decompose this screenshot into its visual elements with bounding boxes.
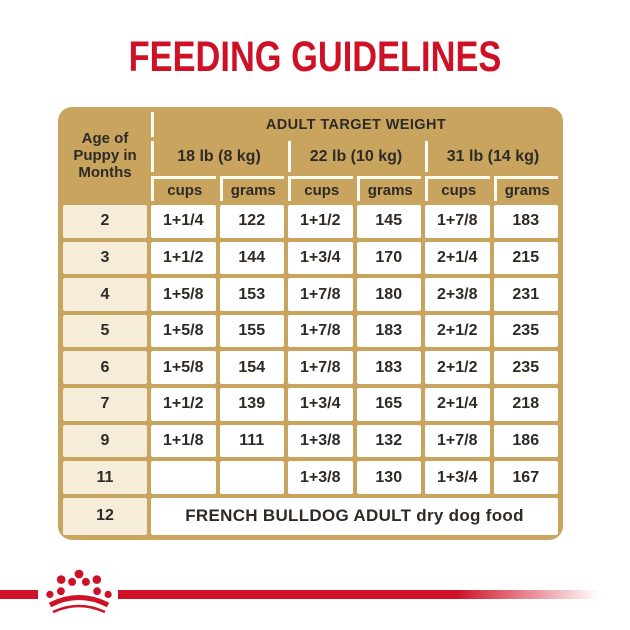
value-cell-month-7-grams-group2: 165 <box>356 388 421 421</box>
value-cell-month-7-cups-group1: 1+1/2 <box>151 388 216 421</box>
subheader-grams-1: grams <box>219 176 284 201</box>
value-cell-month-4-cups-group2: 1+7/8 <box>288 278 353 311</box>
value-cell-month-11-grams-group3: 167 <box>493 461 558 494</box>
value-cell-month-6-cups-group1: 1+5/8 <box>151 351 216 385</box>
value-cell-month-5-grams-group2: 183 <box>356 314 421 348</box>
value-cell-month-2-grams-group1: 122 <box>219 205 284 238</box>
age-cell-month-5: 5 <box>63 314 147 348</box>
value-cell-month-11-cups-group2: 1+3/8 <box>288 461 353 494</box>
royal-canin-crown-icon <box>46 569 112 614</box>
value-cell-month-2-grams-group3: 183 <box>493 205 558 238</box>
value-cell-month-4-grams-group2: 180 <box>356 278 421 311</box>
value-cell-month-2-cups-group3: 1+7/8 <box>425 205 490 238</box>
subheader-grams-3: grams <box>493 176 558 201</box>
brand-bar-right <box>118 590 630 599</box>
adult-target-weight-header: ADULT TARGET WEIGHT <box>151 112 558 137</box>
value-cell-month-7-grams-group3: 218 <box>493 388 558 421</box>
age-cell-month-6: 6 <box>63 351 147 385</box>
value-cell-month-6-cups-group2: 1+7/8 <box>288 351 353 385</box>
brand-bar-left <box>0 590 38 599</box>
value-cell-month-2-grams-group2: 145 <box>356 205 421 238</box>
age-cell-month-11: 11 <box>63 461 147 494</box>
subheader-grams-2: grams <box>356 176 421 201</box>
age-cell-month-3: 3 <box>63 241 147 275</box>
value-cell-month-11-grams-group2: 130 <box>356 461 421 494</box>
age-cell-month-12: 12 <box>63 497 147 535</box>
value-cell-month-9-grams-group1: 111 <box>219 424 284 458</box>
value-cell-month-6-grams-group3: 235 <box>493 351 558 385</box>
value-cell-month-5-cups-group2: 1+7/8 <box>288 314 353 348</box>
value-cell-month-4-grams-group3: 231 <box>493 278 558 311</box>
value-cell-month-3-grams-group1: 144 <box>219 241 284 275</box>
value-cell-month-11-cups-group1 <box>151 461 216 494</box>
value-cell-month-11-grams-group1 <box>219 461 284 494</box>
value-cell-month-2-cups-group2: 1+1/2 <box>288 205 353 238</box>
weight-group-18lb: 18 lb (8 kg) <box>151 141 284 172</box>
weight-group-31lb: 31 lb (14 kg) <box>425 141 558 172</box>
value-cell-month-9-cups-group3: 1+7/8 <box>425 424 490 458</box>
page-title: FEEDING GUIDELINES <box>128 33 502 81</box>
subheader-cups-2: cups <box>288 176 353 201</box>
value-cell-month-6-grams-group2: 183 <box>356 351 421 385</box>
value-cell-month-3-grams-group2: 170 <box>356 241 421 275</box>
value-cell-month-2-cups-group1: 1+1/4 <box>151 205 216 238</box>
adult-food-note: FRENCH BULLDOG ADULT dry dog food <box>151 497 558 535</box>
value-cell-month-11-cups-group3: 1+3/4 <box>425 461 490 494</box>
feeding-table: Age of Puppy in Months ADULT TARGET WEIG… <box>58 107 563 540</box>
age-column-header: Age of Puppy in Months <box>73 130 137 181</box>
value-cell-month-9-grams-group3: 186 <box>493 424 558 458</box>
value-cell-month-5-grams-group1: 155 <box>219 314 284 348</box>
age-cell-month-7: 7 <box>63 388 147 421</box>
age-cell-month-9: 9 <box>63 424 147 458</box>
value-cell-month-3-cups-group3: 2+1/4 <box>425 241 490 275</box>
subheader-cups-3: cups <box>425 176 490 201</box>
age-cell-month-4: 4 <box>63 278 147 311</box>
value-cell-month-4-cups-group1: 1+5/8 <box>151 278 216 311</box>
value-cell-month-7-cups-group2: 1+3/4 <box>288 388 353 421</box>
age-cell-month-2: 2 <box>63 205 147 238</box>
value-cell-month-4-grams-group1: 153 <box>219 278 284 311</box>
value-cell-month-6-cups-group3: 2+1/2 <box>425 351 490 385</box>
value-cell-month-5-grams-group3: 235 <box>493 314 558 348</box>
value-cell-month-9-cups-group2: 1+3/8 <box>288 424 353 458</box>
value-cell-month-5-cups-group3: 2+1/2 <box>425 314 490 348</box>
value-cell-month-9-cups-group1: 1+1/8 <box>151 424 216 458</box>
value-cell-month-7-grams-group1: 139 <box>219 388 284 421</box>
value-cell-month-6-grams-group1: 154 <box>219 351 284 385</box>
value-cell-month-3-cups-group1: 1+1/2 <box>151 241 216 275</box>
subheader-cups-1: cups <box>151 176 216 201</box>
value-cell-month-5-cups-group1: 1+5/8 <box>151 314 216 348</box>
value-cell-month-4-cups-group3: 2+3/8 <box>425 278 490 311</box>
value-cell-month-3-grams-group3: 215 <box>493 241 558 275</box>
value-cell-month-3-cups-group2: 1+3/4 <box>288 241 353 275</box>
value-cell-month-7-cups-group3: 2+1/4 <box>425 388 490 421</box>
value-cell-month-9-grams-group2: 132 <box>356 424 421 458</box>
weight-group-22lb: 22 lb (10 kg) <box>288 141 421 172</box>
